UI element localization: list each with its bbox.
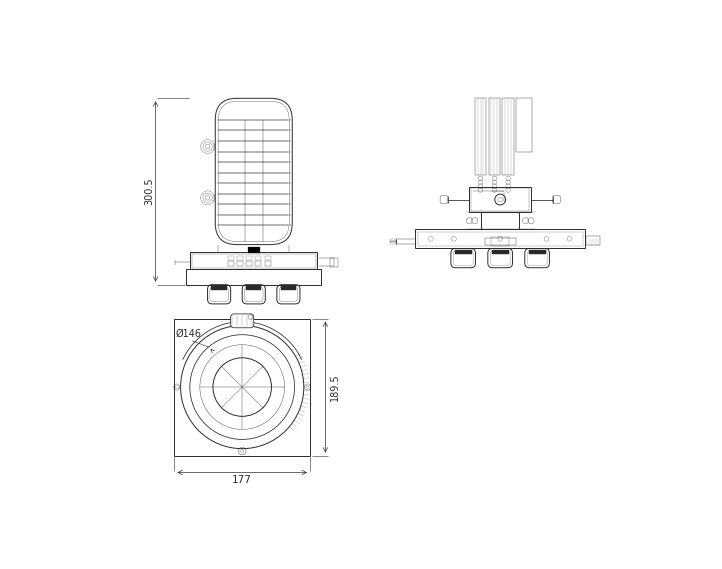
Bar: [264, 256, 271, 260]
Bar: [190, 252, 317, 269]
Bar: [212, 286, 227, 290]
Bar: [491, 237, 510, 246]
Bar: [246, 261, 252, 266]
Text: Ø146: Ø146: [175, 328, 201, 339]
Bar: [246, 256, 252, 260]
Bar: [192, 254, 316, 267]
Bar: [237, 256, 243, 260]
Bar: [475, 98, 487, 175]
Bar: [529, 250, 546, 254]
Bar: [390, 239, 396, 241]
Text: 189.5: 189.5: [330, 373, 339, 401]
FancyBboxPatch shape: [230, 314, 253, 328]
Bar: [256, 256, 261, 260]
Bar: [390, 241, 396, 242]
Bar: [418, 232, 583, 246]
Text: 300.5: 300.5: [144, 178, 155, 205]
Bar: [471, 188, 529, 211]
Bar: [489, 98, 500, 175]
Bar: [256, 261, 261, 266]
Bar: [281, 286, 296, 290]
Bar: [331, 258, 338, 267]
Bar: [503, 98, 514, 175]
Bar: [227, 261, 234, 266]
Bar: [415, 229, 585, 249]
Bar: [455, 250, 471, 254]
Bar: [186, 269, 321, 284]
Text: 177: 177: [232, 475, 252, 485]
Bar: [264, 261, 271, 266]
Bar: [227, 256, 234, 260]
Bar: [481, 212, 519, 229]
Bar: [246, 286, 261, 290]
Bar: [586, 236, 600, 245]
Bar: [390, 242, 396, 244]
Bar: [248, 247, 260, 253]
Bar: [237, 261, 243, 266]
Bar: [484, 238, 516, 245]
Bar: [492, 250, 508, 254]
Bar: [516, 98, 531, 152]
Bar: [469, 187, 531, 212]
Bar: [175, 319, 310, 456]
